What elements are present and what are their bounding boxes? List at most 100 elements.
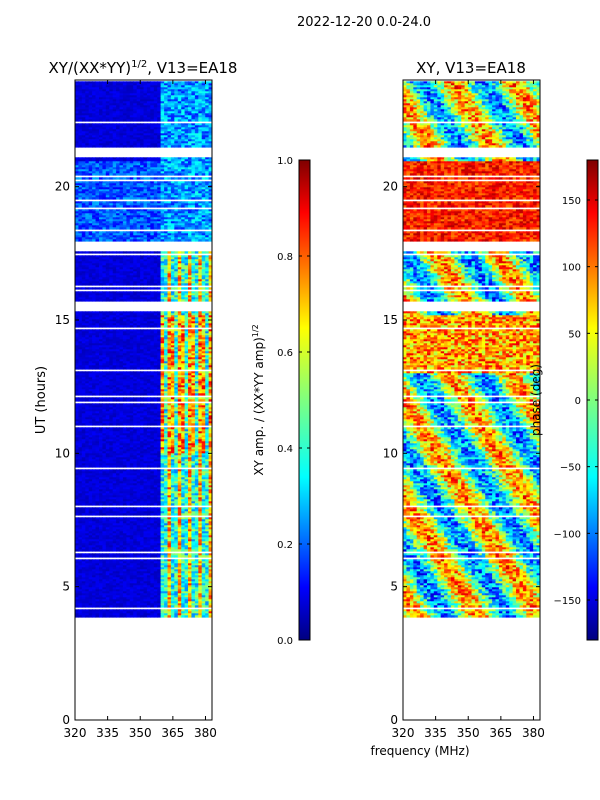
amplitude-cell xyxy=(95,215,100,218)
amplitude-cell xyxy=(143,95,148,98)
amplitude-cell xyxy=(188,159,192,162)
amplitude-cell xyxy=(81,193,86,196)
amplitude-cell xyxy=(85,341,90,344)
amplitude-cell xyxy=(109,331,114,334)
amplitude-cell xyxy=(167,231,172,234)
amplitude-cell xyxy=(116,169,121,172)
amplitude-cell xyxy=(191,231,196,234)
amplitude-cell xyxy=(205,185,210,188)
amplitude-cell xyxy=(112,89,117,92)
amplitude-cell xyxy=(153,117,158,120)
amplitude-cell xyxy=(78,197,83,200)
amplitude-cell xyxy=(143,167,148,170)
amplitude-cell xyxy=(177,191,182,194)
amplitude-cell xyxy=(102,259,107,262)
amplitude-cell xyxy=(92,273,97,276)
amplitude-cell xyxy=(136,299,141,302)
amplitude-cell xyxy=(167,355,172,358)
amplitude-cell xyxy=(136,273,141,276)
amplitude-cell xyxy=(177,337,182,340)
amplitude-cell xyxy=(75,87,79,90)
amplitude-cell xyxy=(133,85,138,88)
amplitude-cell xyxy=(174,333,179,336)
amplitude-cell xyxy=(133,323,138,326)
amplitude-cell xyxy=(150,363,155,366)
amplitude-cell xyxy=(140,357,145,360)
amplitude-cell xyxy=(136,271,141,274)
amplitude-cell xyxy=(78,291,83,294)
amplitude-cell xyxy=(153,255,158,258)
amplitude-cell xyxy=(205,341,210,344)
amplitude-cell xyxy=(143,139,148,142)
amplitude-cell xyxy=(99,267,103,270)
amplitude-cell xyxy=(157,315,162,318)
amplitude-cell xyxy=(164,193,169,196)
amplitude-cell xyxy=(116,319,121,322)
amplitude-cell xyxy=(170,357,175,360)
amplitude-cell xyxy=(75,257,79,260)
amplitude-cell xyxy=(102,203,107,206)
amplitude-cell xyxy=(119,251,124,254)
amplitude-cell xyxy=(126,93,131,96)
amplitude-cell xyxy=(150,353,155,356)
amplitude-cell xyxy=(95,261,100,264)
amplitude-cell xyxy=(136,197,141,200)
amplitude-cell xyxy=(78,367,83,370)
amplitude-cell xyxy=(81,183,86,186)
amplitude-cell xyxy=(181,189,186,192)
amplitude-cell xyxy=(126,345,131,348)
amplitude-cell xyxy=(177,373,182,376)
amplitude-cell xyxy=(184,163,189,166)
amplitude-cell xyxy=(160,357,165,360)
amplitude-cell xyxy=(198,137,203,140)
amplitude-cell xyxy=(174,257,179,260)
amplitude-cell xyxy=(105,335,110,338)
amplitude-cell xyxy=(129,295,134,298)
amplitude-cell xyxy=(85,349,90,352)
amplitude-cell xyxy=(99,297,103,300)
amplitude-cell xyxy=(85,201,90,204)
amplitude-cell xyxy=(164,159,169,162)
amplitude-cell xyxy=(198,95,203,98)
amplitude-cell xyxy=(109,221,114,224)
amplitude-cell xyxy=(105,143,110,146)
amplitude-cell xyxy=(170,101,175,104)
amplitude-cell xyxy=(92,297,97,300)
amplitude-cell xyxy=(85,291,90,294)
amplitude-cell xyxy=(122,163,127,166)
amplitude-cell xyxy=(143,141,148,144)
amplitude-cell xyxy=(105,129,110,132)
amplitude-cell xyxy=(95,145,100,148)
amplitude-cell xyxy=(143,365,148,368)
amplitude-cell xyxy=(88,239,93,242)
amplitude-cell xyxy=(150,373,155,376)
amplitude-cell xyxy=(188,91,192,94)
amplitude-cell xyxy=(92,265,97,268)
amplitude-cell xyxy=(129,113,134,116)
amplitude-cell xyxy=(116,103,121,106)
amplitude-cell xyxy=(194,349,199,352)
amplitude-cell xyxy=(188,377,192,380)
amplitude-cell xyxy=(201,91,206,94)
amplitude-cell xyxy=(92,381,97,384)
amplitude-cell xyxy=(181,135,186,138)
amplitude-cell xyxy=(153,311,158,314)
amplitude-cell xyxy=(157,299,162,302)
amplitude-cell xyxy=(150,191,155,194)
amplitude-cell xyxy=(167,237,172,240)
amplitude-cell xyxy=(160,219,165,222)
amplitude-cell xyxy=(109,165,114,168)
amplitude-cell xyxy=(181,195,186,198)
amplitude-cell xyxy=(133,213,138,216)
amplitude-cell xyxy=(205,183,210,186)
amplitude-cell xyxy=(116,99,121,102)
amplitude-cell xyxy=(136,123,141,126)
amplitude-cell xyxy=(133,145,138,148)
amplitude-cell xyxy=(109,191,114,194)
amplitude-cell xyxy=(105,331,110,334)
amplitude-cell xyxy=(160,367,165,370)
amplitude-cell xyxy=(85,181,90,184)
amplitude-cell xyxy=(122,223,127,226)
amplitude-cell xyxy=(188,223,192,226)
amplitude-cell xyxy=(177,183,182,186)
